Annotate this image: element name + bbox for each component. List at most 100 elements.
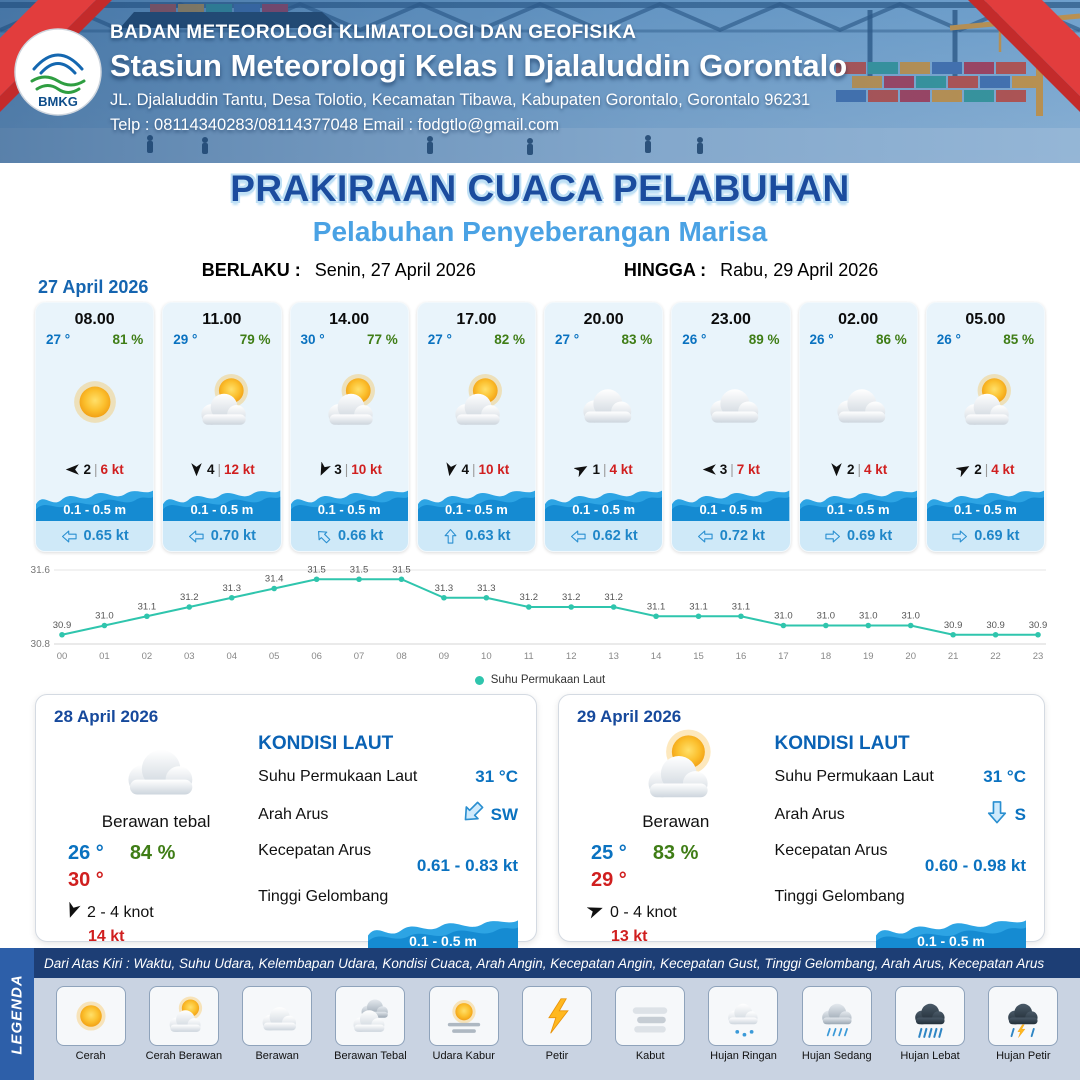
legend-sidebar-label: LEGENDA bbox=[8, 973, 26, 1055]
current-row: 0.65 kt bbox=[36, 521, 154, 551]
wind-row: 1 | 4 kt bbox=[574, 457, 633, 481]
point-label: 31.2 bbox=[604, 592, 623, 603]
legend-label: Cerah Berawan bbox=[145, 1050, 223, 1062]
forecast-card-14.00: 14.00 30 ° 77 % 3 | 10 kt 0.1 - 0.5 m 0.… bbox=[289, 302, 409, 552]
validity-spacer bbox=[490, 260, 610, 281]
current-direction-arrow bbox=[188, 530, 204, 542]
wind-direction-arrow bbox=[831, 462, 842, 476]
x-tick: 21 bbox=[948, 651, 959, 662]
wind-direction-arrow bbox=[586, 907, 603, 919]
current-direction-arrow bbox=[825, 530, 841, 542]
wind-speed: 12 kt bbox=[224, 461, 255, 477]
berawan-icon bbox=[710, 389, 759, 423]
humidity: 83 % bbox=[652, 842, 699, 864]
legend-item-petir: Petir bbox=[512, 986, 601, 1080]
x-tick: 20 bbox=[905, 651, 916, 662]
daily-weather-column: Berawan tebal 26 ° 84 % 30 ° 2 - 4 knot … bbox=[54, 729, 258, 954]
forecast-time: 05.00 bbox=[965, 311, 1006, 328]
wave-height: 0.1 - 0.5 m bbox=[63, 502, 127, 517]
wave-height-label: Tinggi Gelombang bbox=[258, 888, 389, 905]
point-label: 31.0 bbox=[859, 611, 878, 622]
hujan-ringan-icon bbox=[728, 1003, 759, 1037]
x-tick: 08 bbox=[396, 651, 407, 662]
berawan-tebal-icon bbox=[353, 999, 389, 1032]
legend-dot bbox=[474, 675, 484, 685]
legend-label: Petir bbox=[545, 1050, 569, 1062]
legend-icon-box bbox=[428, 986, 499, 1046]
weather-icon-wrap bbox=[316, 347, 382, 457]
wave-height: 0.1 - 0.5 m bbox=[826, 502, 890, 517]
cerah-berawan-icon bbox=[455, 373, 503, 425]
air-temperature: 29 ° bbox=[173, 332, 198, 347]
wind-beaufort: 4 bbox=[461, 461, 469, 477]
weather-icon-wrap bbox=[189, 347, 255, 457]
temp-humidity-row: 26 ° 86 % bbox=[800, 329, 917, 347]
wave-height: 0.1 - 0.5 m bbox=[917, 933, 985, 949]
current-row: 0.72 kt bbox=[672, 521, 790, 551]
wind-separator: | bbox=[984, 461, 989, 477]
current-direction: SW bbox=[490, 804, 518, 824]
y-tick-max: 31.6 bbox=[31, 565, 51, 576]
legend-icon-box bbox=[335, 986, 406, 1046]
humidity: 79 % bbox=[239, 332, 271, 347]
wave-height-box: 0.1 - 0.5 m bbox=[368, 910, 518, 954]
wave-height-band: 0.1 - 0.5 m bbox=[799, 481, 917, 521]
wind-range: 2 - 4 knot bbox=[87, 904, 154, 921]
humidity: 84 % bbox=[129, 842, 176, 864]
current-row: 0.69 kt bbox=[926, 521, 1044, 551]
sea-conditions-title: KONDISI LAUT bbox=[774, 733, 910, 754]
forecast-card-11.00: 11.00 29 ° 79 % 4 | 12 kt 0.1 - 0.5 m 0.… bbox=[162, 302, 282, 552]
max-temperature: 30 ° bbox=[68, 869, 104, 891]
x-tick: 05 bbox=[269, 651, 280, 662]
hujan-petir-icon bbox=[1008, 1003, 1038, 1038]
wind-direction-arrow bbox=[702, 463, 716, 475]
legend-item-cerah-berawan: Cerah Berawan bbox=[139, 986, 228, 1080]
weather-icon-wrap bbox=[443, 347, 509, 457]
legend-item-kabut: Kabut bbox=[606, 986, 695, 1080]
x-tick: 17 bbox=[778, 651, 789, 662]
wave-height: 0.1 - 0.5 m bbox=[444, 502, 508, 517]
weather-icon-wrap bbox=[952, 347, 1018, 457]
kabut-icon bbox=[632, 1007, 668, 1033]
max-temperature: 29 ° bbox=[591, 869, 627, 891]
current-speed-label: Kecepatan Arus bbox=[774, 842, 888, 859]
udara-kabur-icon bbox=[447, 1000, 480, 1033]
legend-icon-box bbox=[895, 986, 966, 1046]
wave-graphic bbox=[672, 490, 790, 521]
legend-item-hujan-lebat: Hujan Lebat bbox=[885, 986, 974, 1080]
sea-conditions-column: KONDISI LAUT Suhu Permukaan Laut 31 °C A… bbox=[258, 729, 518, 954]
wind-speed: 10 kt bbox=[351, 461, 383, 477]
gust-speed: 14 kt bbox=[88, 928, 125, 945]
air-temperature: 27 ° bbox=[555, 332, 580, 347]
current-speed: 0.69 kt bbox=[974, 528, 1020, 544]
temp-humidity-row: 26 ° 85 % bbox=[927, 329, 1044, 347]
humidity: 82 % bbox=[494, 332, 525, 347]
wind-row: 2 | 4 kt bbox=[829, 457, 887, 481]
current-direction-arrow bbox=[61, 530, 77, 542]
wave-height: 0.1 - 0.5 m bbox=[953, 502, 1017, 517]
forecast-time: 14.00 bbox=[329, 311, 370, 328]
until-value: Rabu, 29 April 2026 bbox=[720, 260, 879, 280]
point-label: 31.0 bbox=[95, 611, 114, 622]
wave-height-band: 0.1 - 0.5 m bbox=[417, 481, 535, 521]
wind-range: 0 - 4 knot bbox=[610, 904, 677, 921]
current-direction-label: Arah Arus bbox=[258, 805, 329, 823]
berawan-icon bbox=[128, 749, 193, 795]
point-label: 31.1 bbox=[689, 601, 708, 612]
sea-conditions-title: KONDISI LAUT bbox=[258, 733, 394, 754]
legend-sidebar: LEGENDA bbox=[0, 948, 34, 1080]
point-label: 31.0 bbox=[901, 611, 920, 622]
current-direction-arrow bbox=[464, 801, 484, 821]
legend-item-berawan: Berawan bbox=[233, 986, 322, 1080]
bmkg-logo-text: BMKG bbox=[38, 94, 78, 109]
forecast-card-23.00: 23.00 26 ° 89 % 3 | 7 kt 0.1 - 0.5 m 0.7… bbox=[671, 302, 791, 552]
hujan-sedang-icon bbox=[821, 1003, 852, 1037]
point-label: 31.5 bbox=[350, 564, 369, 575]
wind-speed: 4 kt bbox=[864, 461, 888, 477]
air-temperature: 30 ° bbox=[300, 332, 325, 347]
station-contact: Telp : 08114340283/08114377048 Email : f… bbox=[110, 116, 560, 134]
x-tick: 13 bbox=[608, 651, 619, 662]
legend-items-row: Cerah Cerah Berawan Berawan Berawan Teba… bbox=[34, 978, 1080, 1080]
berawan-icon bbox=[262, 1007, 297, 1031]
legend-label: Hujan Sedang bbox=[801, 1050, 872, 1062]
